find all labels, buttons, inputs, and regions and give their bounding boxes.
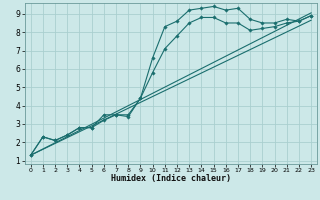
X-axis label: Humidex (Indice chaleur): Humidex (Indice chaleur) [111, 174, 231, 183]
